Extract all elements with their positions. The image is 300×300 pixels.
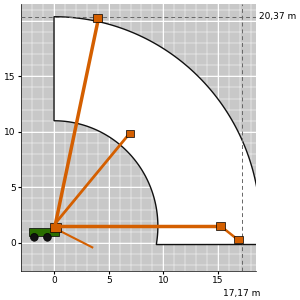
Bar: [50, 223, 61, 232]
Bar: [29, 229, 59, 236]
Text: 20,37 m: 20,37 m: [259, 12, 296, 21]
Polygon shape: [54, 17, 260, 244]
Circle shape: [44, 233, 51, 241]
Bar: [216, 222, 225, 230]
Bar: [234, 236, 243, 243]
Bar: [93, 14, 102, 22]
Text: 17,17 m: 17,17 m: [223, 289, 260, 298]
Bar: [126, 130, 134, 137]
Circle shape: [31, 233, 38, 241]
